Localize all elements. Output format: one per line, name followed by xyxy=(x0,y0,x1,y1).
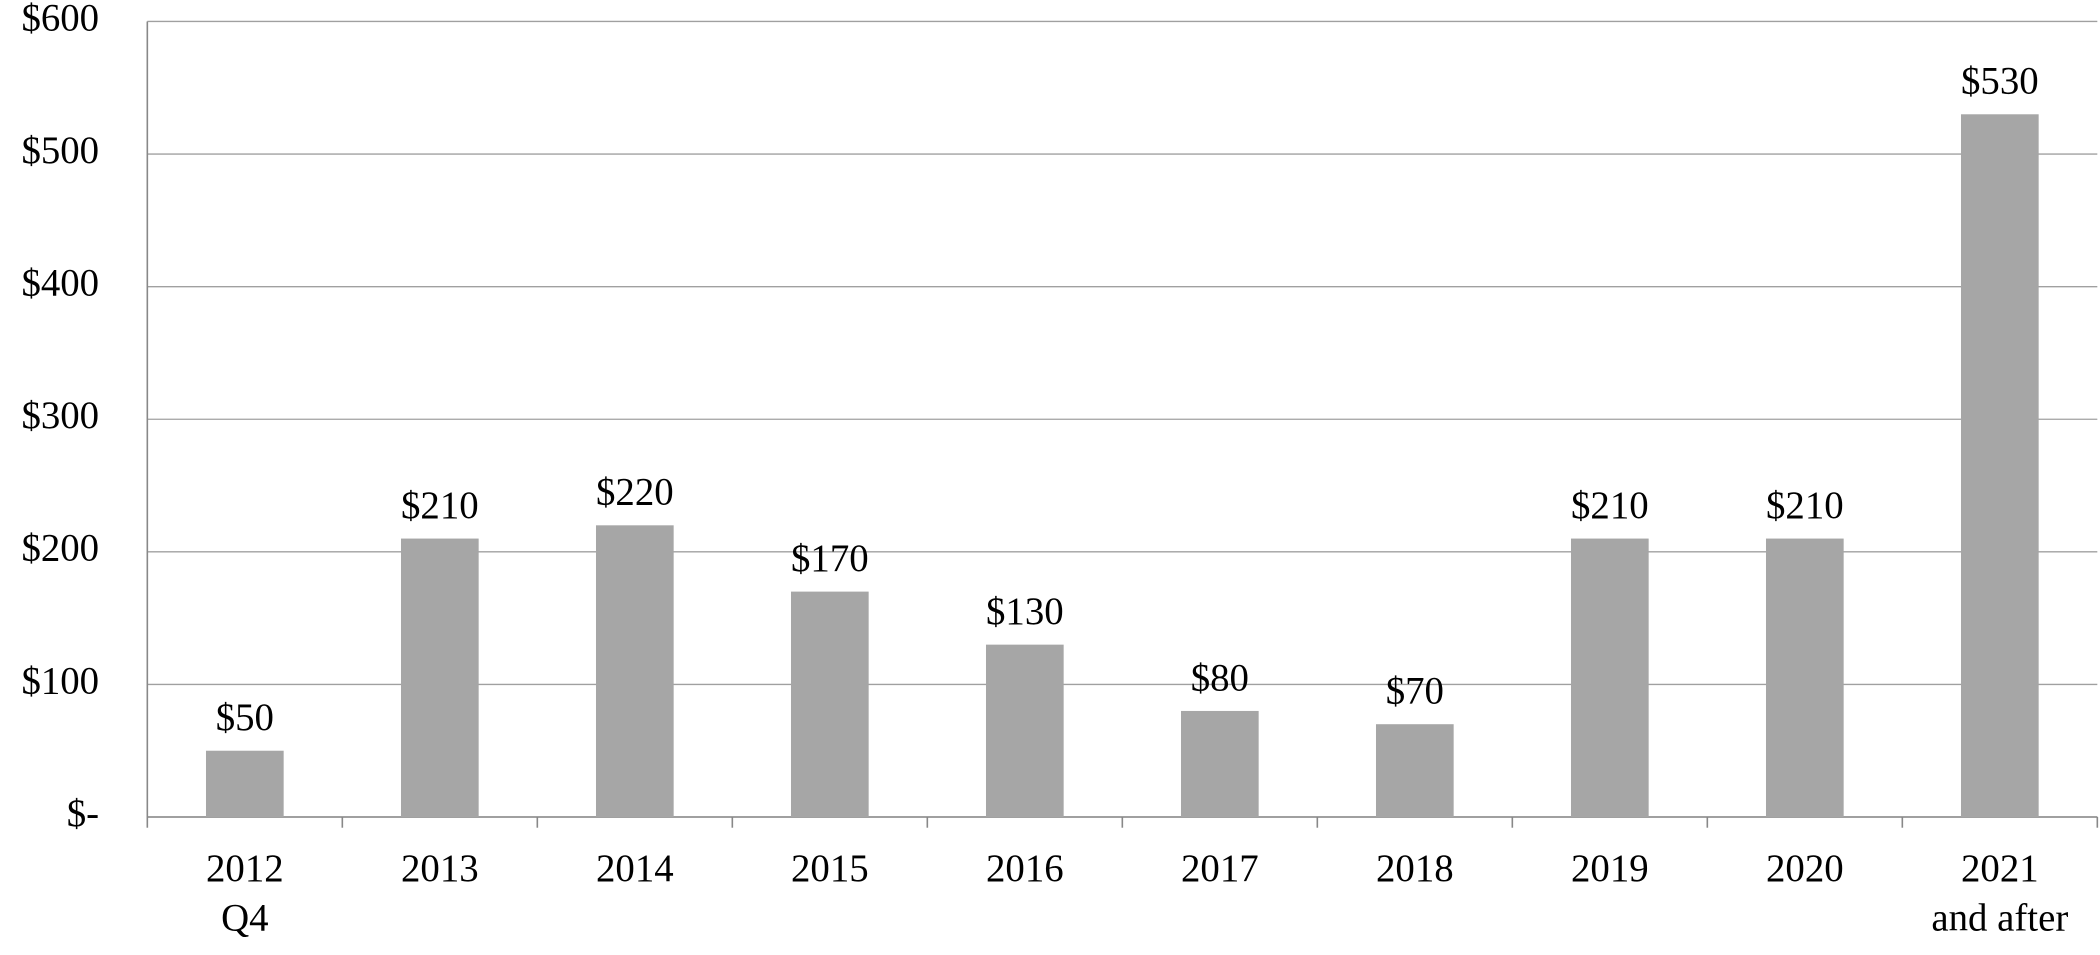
value-label: $170 xyxy=(791,537,869,580)
x-tick-label: 2018 xyxy=(1376,847,1454,890)
bar xyxy=(1960,114,2039,818)
x-tick-label: 2017 xyxy=(1181,847,1259,890)
value-label: $80 xyxy=(1191,656,1249,699)
value-label: $210 xyxy=(1571,484,1649,527)
bar xyxy=(790,591,869,818)
y-tick-label: $400 xyxy=(21,262,99,305)
value-label: $530 xyxy=(1961,60,2039,103)
value-label: $70 xyxy=(1386,670,1444,713)
value-label: $210 xyxy=(401,484,479,527)
y-tick-label: $200 xyxy=(21,527,99,570)
x-tick-label: 2013 xyxy=(401,847,479,890)
value-label: $50 xyxy=(216,696,274,739)
value-label: $210 xyxy=(1766,484,1844,527)
bar xyxy=(1765,538,1844,818)
value-label: $130 xyxy=(986,590,1064,633)
bar xyxy=(1375,724,1454,818)
bar xyxy=(400,538,479,818)
x-tick-label: 2014 xyxy=(596,847,674,890)
bar xyxy=(1180,710,1259,818)
bar xyxy=(595,525,674,818)
x-tick-label: 2021 and after xyxy=(1931,847,2068,940)
y-tick-label: $300 xyxy=(21,394,99,437)
x-tick-label: 2020 xyxy=(1766,847,1844,890)
y-tick-label: $600 xyxy=(21,0,99,39)
bar xyxy=(205,750,284,818)
x-tick-label: 2012 Q4 xyxy=(206,847,284,940)
bar xyxy=(1570,538,1649,818)
x-tick-label: 2019 xyxy=(1571,847,1649,890)
bar xyxy=(985,644,1064,818)
value-label: $220 xyxy=(596,471,674,514)
x-tick-label: 2015 xyxy=(791,847,869,890)
x-tick-label: 2016 xyxy=(986,847,1064,890)
y-tick-label: $100 xyxy=(21,659,99,702)
y-tick-label: $500 xyxy=(21,129,99,172)
y-tick-label: $- xyxy=(67,792,99,835)
